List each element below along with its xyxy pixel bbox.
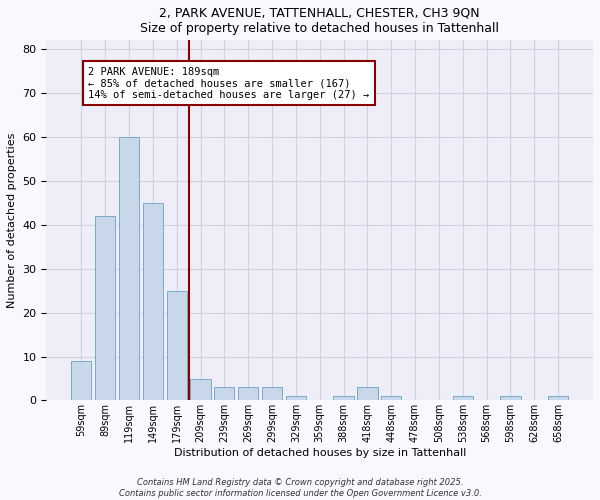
Bar <box>238 388 259 400</box>
Bar <box>262 388 282 400</box>
Text: Contains HM Land Registry data © Crown copyright and database right 2025.
Contai: Contains HM Land Registry data © Crown c… <box>119 478 481 498</box>
Bar <box>167 290 187 401</box>
Bar <box>334 396 353 400</box>
Y-axis label: Number of detached properties: Number of detached properties <box>7 132 17 308</box>
Bar <box>357 388 377 400</box>
Bar <box>95 216 115 400</box>
Bar <box>500 396 521 400</box>
Bar <box>214 388 235 400</box>
Bar <box>452 396 473 400</box>
Bar <box>286 396 306 400</box>
Bar <box>143 203 163 400</box>
Bar <box>548 396 568 400</box>
Bar <box>119 137 139 400</box>
Title: 2, PARK AVENUE, TATTENHALL, CHESTER, CH3 9QN
Size of property relative to detach: 2, PARK AVENUE, TATTENHALL, CHESTER, CH3… <box>140 7 499 35</box>
Bar <box>381 396 401 400</box>
X-axis label: Distribution of detached houses by size in Tattenhall: Distribution of detached houses by size … <box>173 448 466 458</box>
Text: 2 PARK AVENUE: 189sqm
← 85% of detached houses are smaller (167)
14% of semi-det: 2 PARK AVENUE: 189sqm ← 85% of detached … <box>88 66 370 100</box>
Bar <box>71 361 91 401</box>
Bar <box>190 378 211 400</box>
